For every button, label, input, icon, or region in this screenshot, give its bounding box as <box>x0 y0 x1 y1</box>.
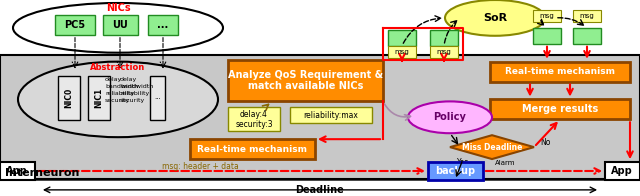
Text: Analyze QoS Requirement &
match available NICs: Analyze QoS Requirement & match availabl… <box>228 70 383 91</box>
Text: delay:4
security:3: delay:4 security:3 <box>235 110 273 129</box>
FancyBboxPatch shape <box>228 107 280 131</box>
Text: App: App <box>611 166 633 176</box>
Text: Abstraction: Abstraction <box>90 63 146 72</box>
Text: Interneuron: Interneuron <box>5 168 79 178</box>
Text: reliability: reliability <box>120 91 149 96</box>
Text: delay: delay <box>105 77 122 82</box>
FancyBboxPatch shape <box>88 75 110 120</box>
Text: Real-time mechanism: Real-time mechanism <box>505 67 615 76</box>
Text: msg: msg <box>395 49 410 55</box>
FancyBboxPatch shape <box>388 46 416 58</box>
Text: bandwidth: bandwidth <box>105 84 138 89</box>
FancyBboxPatch shape <box>490 62 630 82</box>
FancyBboxPatch shape <box>430 46 458 58</box>
Text: delay: delay <box>120 77 137 82</box>
FancyBboxPatch shape <box>428 162 483 180</box>
FancyBboxPatch shape <box>533 28 561 44</box>
Text: No: No <box>540 138 550 147</box>
Text: Policy: Policy <box>433 112 467 122</box>
Text: Deadline: Deadline <box>296 185 344 195</box>
Text: reliability:max: reliability:max <box>303 111 358 120</box>
Text: reliability: reliability <box>105 91 134 96</box>
FancyBboxPatch shape <box>55 15 95 35</box>
FancyBboxPatch shape <box>490 99 630 119</box>
Text: backup: backup <box>435 166 475 176</box>
FancyBboxPatch shape <box>605 162 640 180</box>
Text: UU: UU <box>112 20 128 30</box>
FancyBboxPatch shape <box>150 75 165 120</box>
Text: Real-time mechanism: Real-time mechanism <box>197 145 307 154</box>
Text: SoR: SoR <box>483 13 507 23</box>
Text: msg: header + data: msg: header + data <box>162 162 238 171</box>
FancyBboxPatch shape <box>103 15 138 35</box>
Text: security: security <box>105 98 131 103</box>
FancyBboxPatch shape <box>0 162 35 180</box>
FancyBboxPatch shape <box>58 75 80 120</box>
FancyBboxPatch shape <box>573 10 601 22</box>
Text: msg: msg <box>580 13 595 19</box>
FancyBboxPatch shape <box>228 60 383 101</box>
Text: bandwidth: bandwidth <box>120 84 153 89</box>
FancyBboxPatch shape <box>190 139 315 159</box>
FancyBboxPatch shape <box>573 28 601 44</box>
Ellipse shape <box>18 62 218 137</box>
Text: Miss Deadline: Miss Deadline <box>462 143 522 152</box>
Ellipse shape <box>13 3 223 53</box>
Text: NIC1: NIC1 <box>95 87 104 108</box>
Text: Yes: Yes <box>457 158 469 167</box>
FancyBboxPatch shape <box>0 55 640 179</box>
Ellipse shape <box>408 101 492 133</box>
Ellipse shape <box>445 0 545 36</box>
Text: Merge results: Merge results <box>522 104 598 114</box>
Text: Alarm: Alarm <box>495 160 515 166</box>
Polygon shape <box>450 135 534 159</box>
FancyBboxPatch shape <box>430 30 458 46</box>
FancyBboxPatch shape <box>290 107 372 123</box>
Text: App: App <box>6 166 28 176</box>
FancyBboxPatch shape <box>533 10 561 22</box>
FancyBboxPatch shape <box>388 30 416 46</box>
Text: msg: msg <box>540 13 554 19</box>
Text: ...: ... <box>155 94 161 100</box>
Text: NICs: NICs <box>106 3 131 13</box>
Text: msg: msg <box>436 49 451 55</box>
FancyBboxPatch shape <box>148 15 178 35</box>
Text: PC5: PC5 <box>65 20 86 30</box>
FancyBboxPatch shape <box>0 0 640 55</box>
Text: ...: ... <box>157 20 168 30</box>
Text: security: security <box>120 98 145 103</box>
Text: NIC0: NIC0 <box>65 87 74 108</box>
